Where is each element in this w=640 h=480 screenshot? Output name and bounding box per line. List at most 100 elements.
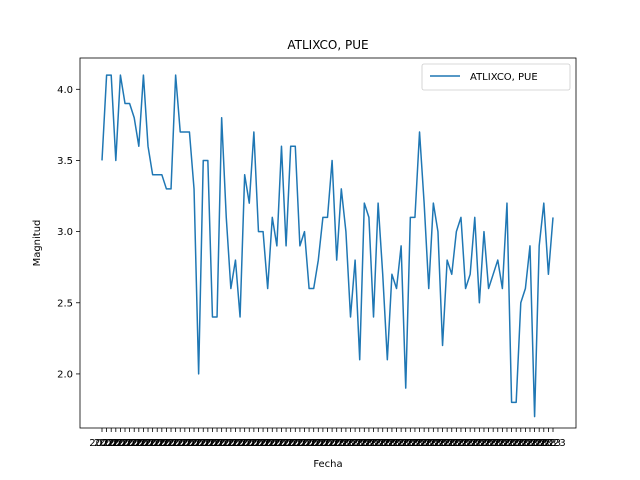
x-tick-label: 2022 <box>287 438 312 449</box>
x-tick-label: 2022 <box>246 438 271 449</box>
y-tick-label: 2.0 <box>57 369 73 380</box>
x-tick-label: 2023 <box>407 438 432 449</box>
x-tick-label: 2022 <box>310 438 335 449</box>
x-tick-label: 2022 <box>296 438 321 449</box>
y-tick-label: 3.5 <box>57 156 73 167</box>
x-tick-label: 2022 <box>250 438 275 449</box>
x-tick-labels-overlap: 2022202220222022202220222022202220222022… <box>89 438 565 449</box>
x-tick-label: 2023 <box>402 438 427 449</box>
x-tick-label: 2023 <box>444 438 469 449</box>
x-tick-label: 2023 <box>526 438 551 449</box>
x-tick-label: 2023 <box>388 438 413 449</box>
x-tick-label: 2023 <box>329 438 354 449</box>
x-tick-label: 2022 <box>144 438 169 449</box>
x-tick-label: 2023 <box>536 438 561 449</box>
x-tick-label: 2022 <box>126 438 151 449</box>
x-tick-label: 2022 <box>218 438 243 449</box>
x-tick-label: 2023 <box>398 438 423 449</box>
x-tick-label: 2022 <box>154 438 179 449</box>
x-tick-label: 2023 <box>453 438 478 449</box>
plot-frame <box>79 57 577 429</box>
x-tick-label: 2023 <box>434 438 459 449</box>
x-tick-label: 2022 <box>209 438 234 449</box>
x-tick-label: 2022 <box>241 438 266 449</box>
y-tick-label: 2.5 <box>57 298 73 309</box>
series-line-atlixco <box>101 74 554 418</box>
x-tick-label: 2023 <box>375 438 400 449</box>
x-tick-label: 2022 <box>278 438 303 449</box>
x-tick-label: 2022 <box>149 438 174 449</box>
x-tick-label: 2023 <box>425 438 450 449</box>
legend: ATLIXCO, PUE <box>421 63 571 91</box>
x-tick-label: 2023 <box>421 438 446 449</box>
x-tick-label: 2022 <box>232 438 257 449</box>
x-tick-label: 2023 <box>531 438 556 449</box>
x-tick-label: 2022 <box>177 438 202 449</box>
x-tick-label: 2022 <box>283 438 308 449</box>
y-axis-title: Magnitud <box>32 220 43 267</box>
x-tick-label: 2023 <box>467 438 492 449</box>
x-tick-label: 2022 <box>112 438 137 449</box>
x-tick-label: 2022 <box>121 438 146 449</box>
x-tick-label: 2023 <box>338 438 363 449</box>
x-tick-label: 2023 <box>370 438 395 449</box>
x-tick-label: 2022 <box>273 438 298 449</box>
x-tick-label: 2023 <box>490 438 515 449</box>
x-tick-label: 2022 <box>269 438 294 449</box>
x-tick-label: 2022 <box>117 438 142 449</box>
x-tick-label: 2023 <box>494 438 519 449</box>
x-tick-label: 2023 <box>476 438 501 449</box>
chart-title: ATLIXCO, PUE <box>287 38 368 52</box>
x-tick-label: 2022 <box>191 438 216 449</box>
x-tick-label: 2023 <box>361 438 386 449</box>
x-tick-label: 2022 <box>195 438 220 449</box>
x-tick-label: 2022 <box>255 438 280 449</box>
x-tick-label: 2023 <box>508 438 533 449</box>
x-tick-label: 2022 <box>200 438 225 449</box>
x-tick-label: 2023 <box>457 438 482 449</box>
x-tick-label: 2023 <box>448 438 473 449</box>
x-tick-label: 2022 <box>172 438 197 449</box>
y-tick-label: 3.0 <box>57 227 73 238</box>
x-tick-label: 2022 <box>315 438 340 449</box>
y-ticks: 2.0 2.5 3.0 3.5 4.0 <box>57 85 80 380</box>
series-layer <box>101 74 554 418</box>
x-tick-label: 2022 <box>301 438 326 449</box>
x-tick-label: 2022 <box>98 438 123 449</box>
x-tick-label: 2022 <box>264 438 289 449</box>
x-tick-label: 2023 <box>540 438 565 449</box>
x-tick-label: 2022 <box>292 438 317 449</box>
x-tick-label: 2023 <box>393 438 418 449</box>
x-tick-label: 2022 <box>227 438 252 449</box>
x-tick-label: 2022 <box>158 438 183 449</box>
x-tick-label: 2022 <box>140 438 165 449</box>
x-tick-label: 2022 <box>103 438 128 449</box>
x-tick-label: 2022 <box>237 438 262 449</box>
legend-box <box>421 63 571 91</box>
x-tick-label: 2022 <box>168 438 193 449</box>
x-tick-label: 2023 <box>439 438 464 449</box>
x-tick-label: 2022 <box>94 438 119 449</box>
x-tick-label: 2022 <box>204 438 229 449</box>
x-tick-label: 2023 <box>462 438 487 449</box>
x-tick-label: 2023 <box>365 438 390 449</box>
x-tick-label: 2023 <box>333 438 358 449</box>
x-tick-label: 2023 <box>324 438 349 449</box>
x-tick-label: 2022 <box>223 438 248 449</box>
plot-area <box>80 58 576 428</box>
x-tick-label: 2023 <box>517 438 542 449</box>
x-tick-label: 2022 <box>108 438 133 449</box>
x-tick-label: 2023 <box>319 438 344 449</box>
x-tick-label: 2022 <box>89 438 114 449</box>
x-tick-label: 2023 <box>379 438 404 449</box>
x-tick-label: 2022 <box>163 438 188 449</box>
x-tick-label: 2022 <box>181 438 206 449</box>
x-tick-label: 2023 <box>471 438 496 449</box>
x-tick-label: 2023 <box>352 438 377 449</box>
x-tick-label: 2023 <box>416 438 441 449</box>
x-tick-label: 2023 <box>356 438 381 449</box>
x-ticks: 2022202220222022202220222022202220222022… <box>89 428 566 449</box>
x-tick-label: 2023 <box>499 438 524 449</box>
x-tick-label: 2023 <box>480 438 505 449</box>
